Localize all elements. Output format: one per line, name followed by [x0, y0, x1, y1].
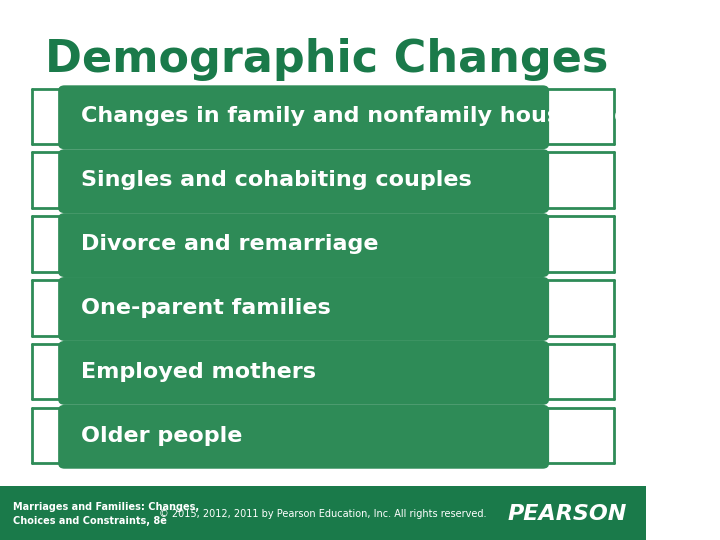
FancyBboxPatch shape	[58, 213, 549, 277]
Text: Choices and Constraints, 8e: Choices and Constraints, 8e	[13, 516, 167, 526]
Text: © 2015, 2012, 2011 by Pearson Education, Inc. All rights reserved.: © 2015, 2012, 2011 by Pearson Education,…	[159, 509, 487, 519]
Text: Changes in family and nonfamily households: Changes in family and nonfamily househol…	[81, 106, 643, 126]
FancyBboxPatch shape	[58, 341, 549, 405]
Text: PEARSON: PEARSON	[508, 504, 626, 524]
FancyBboxPatch shape	[58, 277, 549, 341]
FancyBboxPatch shape	[58, 149, 549, 213]
Text: Singles and cohabiting couples: Singles and cohabiting couples	[81, 170, 472, 190]
FancyBboxPatch shape	[58, 85, 549, 149]
FancyBboxPatch shape	[58, 405, 549, 469]
Text: Divorce and remarriage: Divorce and remarriage	[81, 234, 378, 254]
Text: Marriages and Families: Changes,: Marriages and Families: Changes,	[13, 502, 199, 511]
Text: Older people: Older people	[81, 426, 242, 446]
Text: Demographic Changes: Demographic Changes	[45, 38, 608, 81]
FancyBboxPatch shape	[0, 486, 646, 540]
Text: Employed mothers: Employed mothers	[81, 362, 316, 382]
Text: One-parent families: One-parent families	[81, 298, 330, 318]
